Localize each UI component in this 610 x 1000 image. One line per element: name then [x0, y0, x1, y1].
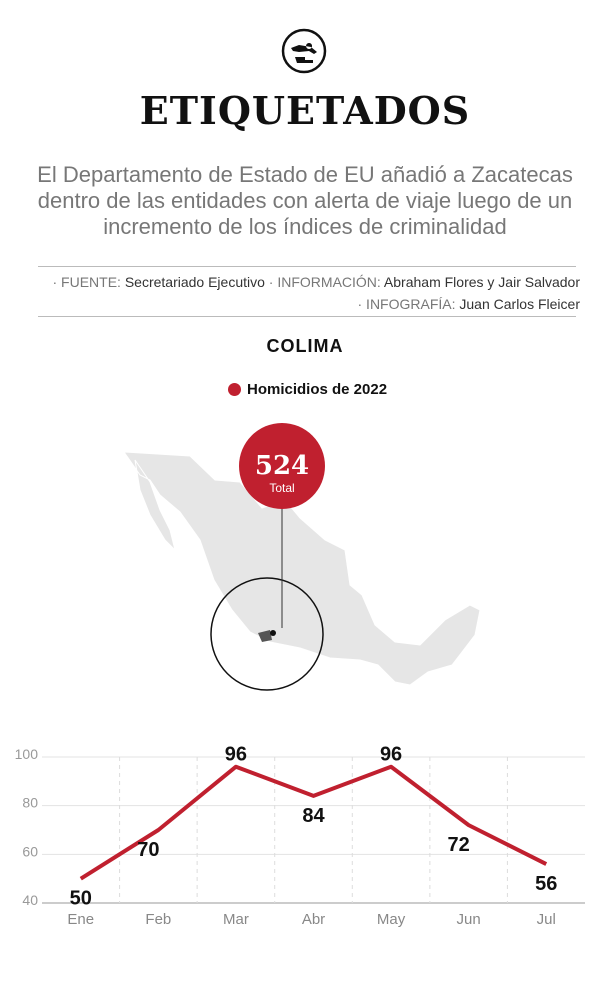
subtitle: El Departamento de Estado de EU añadió a… — [37, 162, 573, 239]
x-tick-label: Abr — [302, 911, 325, 928]
x-tick-label: Feb — [145, 911, 171, 928]
source-label: · FUENTE: — [52, 274, 121, 290]
source: Secretariado Ejecutivo — [124, 274, 265, 290]
info: Abraham Flores y Jair Salvador — [383, 274, 580, 290]
x-tick-label: Ene — [67, 911, 94, 928]
data-label: 70 — [137, 839, 159, 861]
y-tick-label: 100 — [15, 746, 39, 762]
x-tick-label: Mar — [223, 911, 249, 928]
colima-shape — [258, 630, 272, 642]
data-label: 96 — [380, 744, 402, 766]
y-tick-label: 80 — [22, 795, 38, 811]
data-label: 72 — [448, 834, 470, 856]
crime-scene-body-icon — [281, 28, 327, 74]
divider — [38, 266, 576, 267]
location-dot — [270, 630, 276, 636]
x-tick-label: Jun — [457, 911, 481, 928]
total-label: Total — [269, 481, 295, 495]
x-tick-label: Jul — [537, 911, 556, 928]
line-chart: 40 60 80 100 Ene Feb Mar Abr May Jun Jul 50 70 96 84 96… — [15, 744, 585, 928]
page-title: ETIQUETADOS — [139, 88, 471, 133]
legend-dot — [228, 383, 241, 396]
infographic-label: · INFOGRAFÍA: — [357, 296, 456, 312]
legend-label: Homicidios de 2022 — [247, 381, 388, 398]
state-name: COLIMA — [266, 336, 344, 356]
mexico-map — [123, 451, 481, 691]
zoom-circle — [210, 577, 324, 691]
divider — [38, 316, 576, 317]
data-label: 84 — [302, 805, 325, 827]
infographic: Juan Carlos Fleicer — [459, 296, 580, 312]
data-label: 56 — [535, 873, 557, 895]
y-tick-label: 60 — [22, 843, 38, 859]
data-label: 50 — [70, 888, 92, 910]
total-bubble: 524 Total — [239, 423, 325, 509]
y-tick-label: 40 — [22, 892, 38, 908]
mexico-shape — [123, 451, 481, 686]
data-label: 96 — [225, 744, 247, 766]
total-value: 524 — [254, 451, 310, 481]
info-label: · INFORMACIÓN: — [268, 274, 381, 290]
x-tick-label: May — [377, 911, 406, 928]
legend: Homicidios de 2022 — [228, 381, 387, 398]
credits: · FUENTE: Secretariado Ejecutivo · INFOR… — [30, 271, 580, 315]
